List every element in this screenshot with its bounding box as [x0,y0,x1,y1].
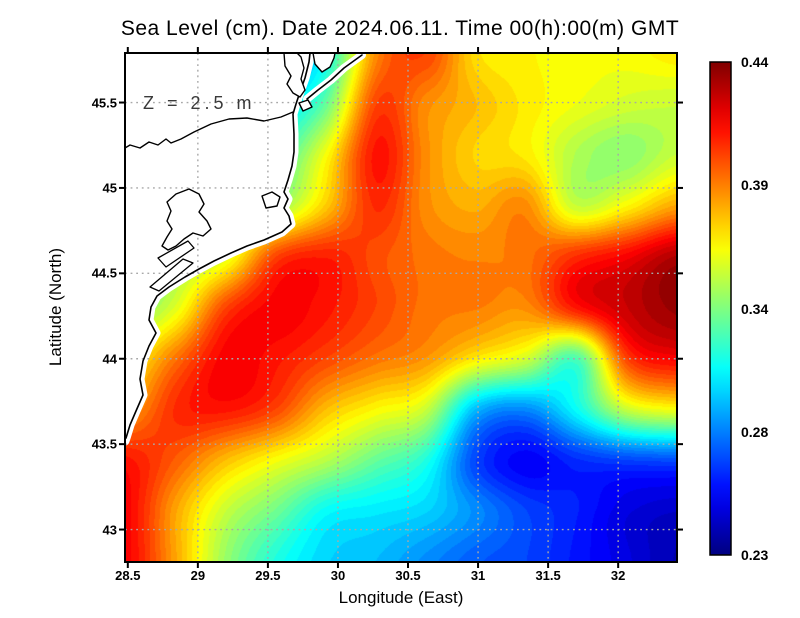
y-tick-label: 45.5 [91,95,117,111]
x-tick-label: 28.5 [115,568,141,583]
y-axis-title: Latitude (North) [46,247,65,367]
colorbar-tick-label: 0.44 [741,54,769,70]
colorbar-gradient [709,61,732,556]
chart-title: Sea Level (cm). Date 2024.06.11. Time 00… [120,17,680,40]
y-tick-label: 43.5 [91,436,117,452]
x-tick-label: 30 [330,568,346,583]
colorbar-tick-label: 0.28 [741,423,769,440]
x-tick-label: 30.5 [395,568,421,583]
colorbar [709,61,732,556]
y-tick-label: 45 [102,180,117,196]
x-tick-label: 29.5 [255,568,281,583]
x-axis-title: Longitude (East) [338,588,464,607]
sea-level-heatmap [125,53,677,562]
y-tick-label: 44 [102,351,117,367]
depth-annotation: Z = 2.5 m [143,93,256,113]
y-tick-label: 44.5 [91,265,117,281]
x-tick-label: 31.5 [535,568,561,583]
x-tick-label: 32 [610,568,626,583]
colorbar-tick-label: 0.34 [741,300,769,317]
x-tick-label: 31 [470,568,486,583]
colorbar-tick-label: 0.39 [741,177,769,194]
colorbar-tick-label: 0.23 [741,547,769,563]
x-tick-label: 29 [190,568,206,583]
y-tick-label: 43 [102,522,117,538]
